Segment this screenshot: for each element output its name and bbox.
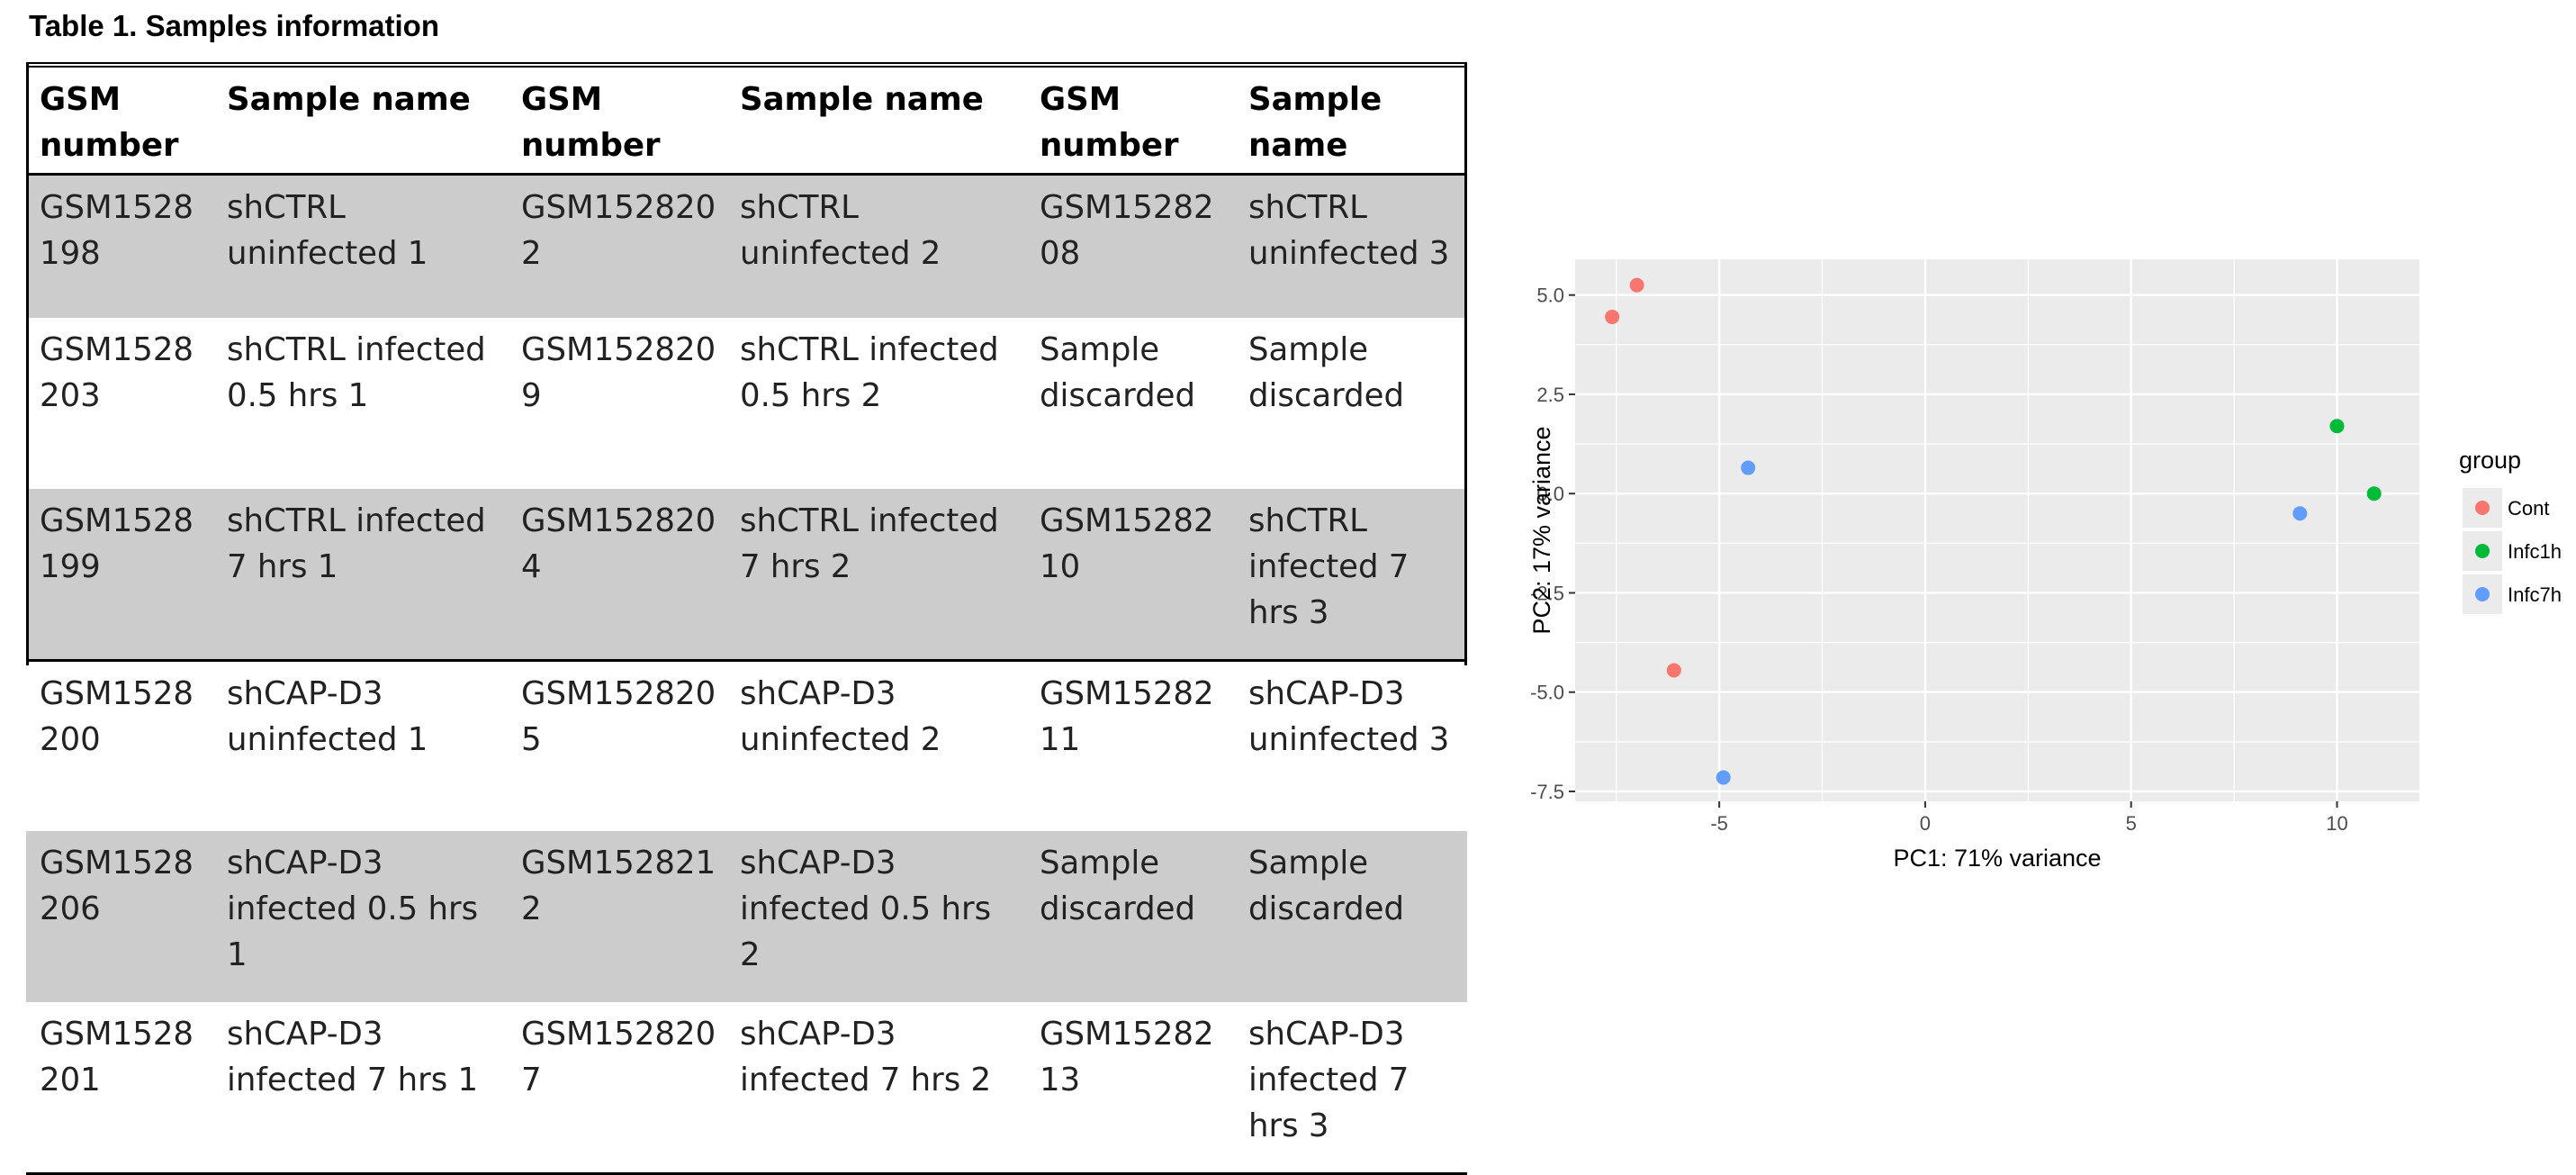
- gsm-cell: GSM1528213: [1040, 1016, 1214, 1098]
- sample-name-cell: shCAP-D3 infected 0.5 hrs 2: [740, 845, 992, 973]
- samples-table: GSM number Sample name GSM number Sample…: [26, 62, 1467, 1175]
- gsm-cell: GSM1528200: [40, 674, 194, 758]
- sample-name-cell: shCAP-D3 infected 7 hrs 3: [1248, 1016, 1410, 1144]
- legend-key-cont: [2475, 501, 2490, 515]
- gsm-cell: GSM1528210: [1040, 502, 1214, 585]
- sample-name-cell: shCTRL infected 0.5 hrs 1: [227, 331, 486, 414]
- gsm-cell: GSM1528204: [521, 502, 716, 585]
- data-point-cont: [1629, 277, 1644, 293]
- gsm-cell: GSM1528203: [40, 331, 194, 414]
- y-tick-label: -5.0: [1530, 682, 1564, 704]
- sample-name-cell: shCTRL uninfected 2: [740, 188, 941, 272]
- table-frame-right: [1464, 62, 1467, 665]
- legend-key-infc1h: [2475, 544, 2490, 558]
- sample-name-cell: shCAP-D3 uninfected 1: [227, 674, 428, 758]
- sample-name-cell: Sample discarded: [1248, 845, 1405, 927]
- y-tick-label: 0.0: [1536, 483, 1564, 505]
- gsm-cell: GSM1528209: [521, 331, 716, 414]
- gsm-cell: Sample discarded: [1040, 845, 1196, 927]
- table-row: GSM1528203 shCTRL infected 0.5 hrs 1 GSM…: [26, 318, 1467, 489]
- table-row: GSM1528198 shCTRL uninfected 1 GSM152820…: [26, 174, 1467, 318]
- table-row: GSM1528201 shCAP-D3 infected 7 hrs 1 GSM…: [26, 1002, 1467, 1173]
- legend-title: group: [2459, 447, 2521, 474]
- table-title: Table 1. Samples information: [29, 9, 439, 42]
- data-point-cont: [1666, 663, 1681, 678]
- sample-name-cell: shCAP-D3 uninfected 3: [1248, 674, 1450, 758]
- gsm-cell: GSM1528199: [40, 502, 194, 585]
- legend-label-infc7h: Infc7h: [2508, 583, 2562, 606]
- table-row: GSM1528199 shCTRL infected 7 hrs 1 GSM15…: [26, 489, 1467, 660]
- gsm-cell: GSM1528202: [521, 188, 716, 272]
- header-gsm-number: GSM number: [26, 62, 213, 176]
- y-tick-label: -2.5: [1530, 582, 1564, 604]
- gsm-cell: GSM1528201: [40, 1016, 194, 1098]
- x-tick-label: -5: [1710, 812, 1728, 835]
- header-gsm-number: GSM number: [508, 62, 726, 176]
- gsm-cell: GSM1528211: [1040, 674, 1214, 758]
- table-frame-left: [26, 62, 29, 665]
- header-sample-name: Sample name: [726, 62, 1026, 176]
- data-point-infc7h: [1716, 770, 1731, 785]
- data-point-infc7h: [2292, 506, 2308, 521]
- data-point-infc7h: [1741, 460, 1756, 475]
- data-point-infc1h: [2366, 486, 2382, 502]
- table-row: GSM1528200 shCAP-D3 uninfected 1 GSM1528…: [26, 660, 1467, 831]
- gsm-cell: GSM1528208: [1040, 188, 1214, 272]
- sample-name-cell: shCTRL infected 0.5 hrs 2: [740, 331, 999, 414]
- x-tick-label: 5: [2126, 812, 2137, 835]
- gsm-cell: GSM1528207: [521, 1016, 716, 1098]
- data-point-infc1h: [2329, 419, 2345, 434]
- table-row: GSM1528206 shCAP-D3 infected 0.5 hrs 1 G…: [26, 831, 1467, 1002]
- gsm-cell: GSM1528212: [521, 845, 716, 927]
- sample-name-cell: shCAP-D3 infected 7 hrs 1: [227, 1016, 479, 1098]
- y-tick-label: -7.5: [1530, 781, 1564, 803]
- x-axis-title: PC1: 71% variance: [1893, 845, 2101, 872]
- y-axis-title: PC2: 17% variance: [1528, 426, 1555, 634]
- data-point-cont: [1605, 309, 1620, 324]
- sample-name-cell: shCAP-D3 infected 7 hrs 2: [740, 1016, 992, 1098]
- sample-name-cell: shCTRL infected 7 hrs 1: [227, 502, 486, 585]
- header-gsm-number: GSM number: [1026, 62, 1235, 176]
- table-header-row: GSM number Sample name GSM number Sample…: [26, 62, 1467, 176]
- header-sample-name: Sample name: [1235, 62, 1467, 176]
- gsm-cell: GSM1528205: [521, 674, 716, 758]
- legend-label-infc1h: Infc1h: [2508, 540, 2562, 563]
- gsm-cell: Sample discarded: [1040, 331, 1196, 414]
- legend-key-infc7h: [2475, 587, 2490, 601]
- y-tick-label: 5.0: [1536, 285, 1564, 307]
- plot-panel: [1575, 259, 2419, 801]
- header-sample-name: Sample name: [213, 62, 508, 176]
- gsm-cell: GSM1528206: [40, 845, 194, 927]
- sample-name-cell: Sample discarded: [1248, 331, 1405, 414]
- sample-name-cell: shCTRL infected 7 hrs 3: [1248, 502, 1410, 631]
- x-tick-label: 10: [2326, 812, 2347, 835]
- legend-label-cont: Cont: [2508, 497, 2549, 520]
- sample-name-cell: shCTRL infected 7 hrs 2: [740, 502, 999, 585]
- sample-name-cell: shCAP-D3 uninfected 2: [740, 674, 941, 758]
- y-tick-label: 2.5: [1536, 384, 1564, 406]
- sample-name-cell: shCTRL uninfected 3: [1248, 188, 1450, 272]
- sample-name-cell: shCAP-D3 infected 0.5 hrs 1: [227, 845, 479, 973]
- x-tick-label: 0: [1920, 812, 1931, 835]
- sample-name-cell: shCTRL uninfected 1: [227, 188, 428, 272]
- gsm-cell: GSM1528198: [40, 188, 194, 272]
